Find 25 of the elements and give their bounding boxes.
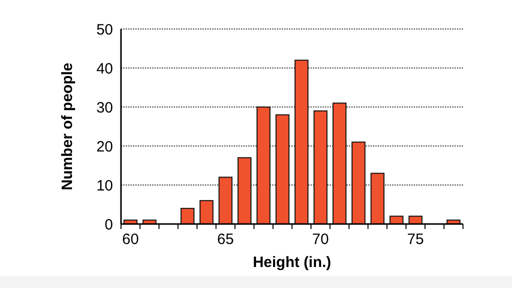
bar	[352, 142, 366, 224]
bar	[256, 106, 270, 224]
bar	[314, 110, 328, 224]
x-tick-label: 65	[217, 231, 234, 248]
x-tick-label: 70	[312, 231, 329, 248]
bar	[332, 102, 346, 224]
bar	[408, 216, 422, 224]
y-axis-title: Number of people	[59, 62, 76, 190]
bar	[180, 208, 194, 224]
y-tick-label: 0	[104, 216, 113, 234]
bar	[238, 157, 252, 224]
y-tick-label: 10	[96, 177, 113, 194]
bar	[370, 172, 384, 224]
x-tick-label: 60	[122, 231, 139, 248]
x-tick-label: 75	[407, 231, 424, 248]
bar	[200, 200, 214, 224]
y-tick-label: 50	[96, 21, 113, 38]
bar	[276, 114, 290, 224]
x-axis-title: Height (in.)	[252, 254, 332, 271]
y-tick-label: 40	[96, 60, 113, 78]
bar	[218, 176, 232, 224]
y-tick-label: 30	[96, 99, 113, 116]
y-tick-label: 20	[96, 138, 113, 156]
bar	[294, 60, 308, 224]
bar	[390, 216, 404, 224]
